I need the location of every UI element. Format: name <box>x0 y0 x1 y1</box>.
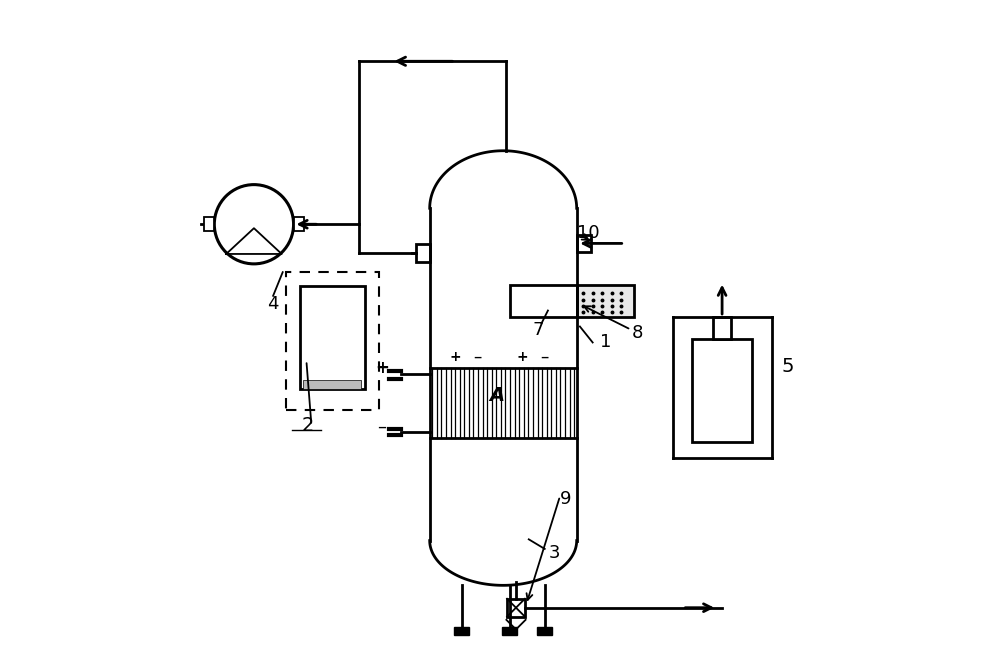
Text: 4: 4 <box>267 295 279 313</box>
Text: 9: 9 <box>560 490 572 508</box>
Text: +: + <box>517 349 528 364</box>
Bar <box>577 235 591 251</box>
Text: A: A <box>489 386 504 405</box>
Bar <box>300 286 365 389</box>
Bar <box>454 627 469 635</box>
Bar <box>507 599 525 616</box>
Bar <box>502 627 517 635</box>
Bar <box>303 380 361 389</box>
Text: 8: 8 <box>632 324 643 342</box>
Bar <box>692 340 752 441</box>
Bar <box>294 217 304 231</box>
Bar <box>510 285 577 317</box>
Text: –: – <box>473 347 482 366</box>
Bar <box>286 272 379 409</box>
Text: –: – <box>541 347 549 366</box>
Bar <box>416 244 430 262</box>
Bar <box>204 217 214 231</box>
Text: 10: 10 <box>577 223 600 242</box>
Bar <box>577 285 634 317</box>
Text: +: + <box>375 359 389 377</box>
Text: 5: 5 <box>781 357 794 375</box>
Text: 3: 3 <box>549 545 560 562</box>
Text: +: + <box>449 349 461 364</box>
Bar <box>537 627 552 635</box>
Circle shape <box>214 185 294 264</box>
Text: 2: 2 <box>302 416 314 435</box>
Text: 7: 7 <box>533 321 544 339</box>
Text: 1: 1 <box>600 334 611 351</box>
Bar <box>713 317 731 340</box>
Text: –: – <box>377 418 386 436</box>
